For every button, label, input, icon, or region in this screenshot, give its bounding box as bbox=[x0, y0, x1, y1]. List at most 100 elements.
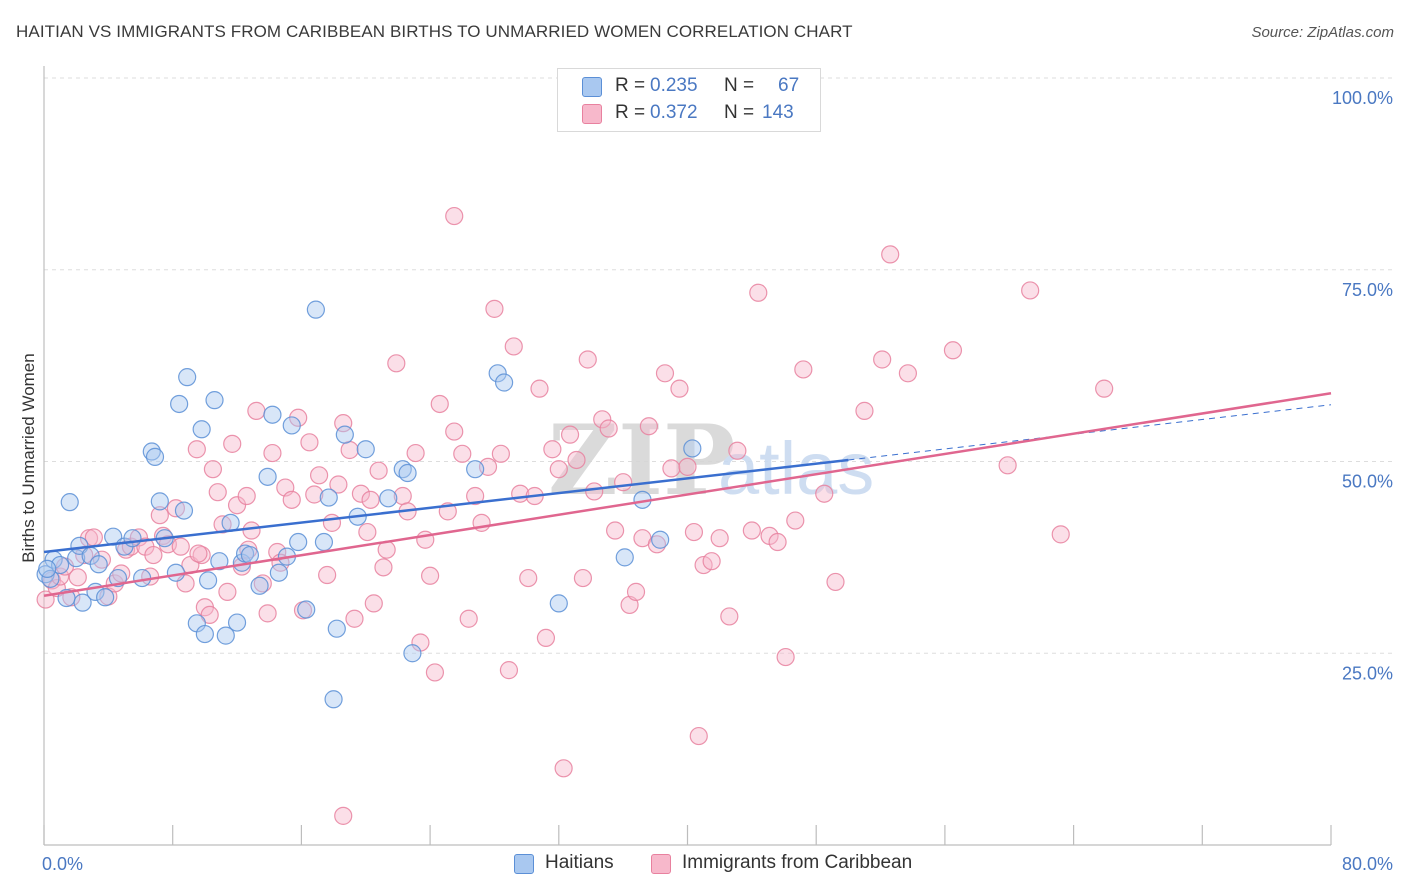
y-tick-label: 25.0% bbox=[1342, 663, 1393, 683]
y-tick-label: 100.0% bbox=[1332, 88, 1393, 108]
caribbean-point bbox=[702, 552, 721, 571]
haitians-point bbox=[297, 600, 316, 619]
haitians-point bbox=[488, 364, 507, 383]
haitians-point bbox=[96, 588, 115, 607]
haitians-point bbox=[205, 391, 224, 410]
caribbean-point bbox=[530, 379, 549, 398]
bottom-legend-label-haitians: Haitians bbox=[545, 852, 614, 873]
caribbean-point bbox=[826, 572, 845, 592]
caribbean-point bbox=[218, 582, 237, 601]
haitians-point bbox=[216, 626, 235, 645]
caribbean-point bbox=[203, 460, 223, 479]
caribbean-point bbox=[144, 545, 163, 565]
caribbean-point bbox=[68, 568, 87, 587]
haitians-point bbox=[263, 405, 282, 424]
caribbean-point bbox=[253, 574, 272, 593]
y-tick-label: 75.0% bbox=[1342, 280, 1393, 300]
haitians-point bbox=[306, 300, 325, 319]
haitians-point bbox=[269, 563, 288, 582]
haitians-point bbox=[89, 555, 108, 574]
haitians-point bbox=[398, 463, 417, 483]
x-tick-label: 0.0% bbox=[42, 854, 83, 874]
caribbean-point bbox=[485, 299, 504, 318]
caribbean-point bbox=[543, 440, 562, 459]
caribbean-point bbox=[786, 511, 805, 530]
caribbean-point bbox=[519, 568, 538, 588]
caribbean-point bbox=[626, 582, 646, 601]
legend-r-value: 0.372 bbox=[650, 102, 698, 123]
y-tick-label: 50.0% bbox=[1342, 472, 1393, 492]
caribbean-point bbox=[358, 522, 377, 542]
caribbean-point bbox=[1021, 281, 1040, 300]
caribbean-point bbox=[263, 443, 282, 463]
haitians-point bbox=[178, 368, 197, 387]
trend-layer bbox=[43, 392, 1332, 597]
legend-r-label: R = bbox=[615, 75, 646, 96]
haitians-point bbox=[495, 373, 514, 392]
caribbean-point bbox=[334, 414, 353, 433]
haitians-point bbox=[145, 447, 165, 466]
caribbean-point bbox=[187, 440, 206, 459]
caribbean-point bbox=[662, 459, 681, 478]
caribbean-point bbox=[943, 341, 963, 360]
haitians-trend-line bbox=[43, 458, 849, 554]
haitians-point bbox=[258, 467, 277, 486]
caribbean-point bbox=[282, 490, 301, 509]
caribbean-point bbox=[340, 440, 359, 460]
legend-swatch-haitians bbox=[582, 77, 602, 97]
bottom-legend-swatch-haitians bbox=[514, 854, 534, 874]
caribbean-point bbox=[466, 486, 485, 506]
caribbean-point bbox=[678, 457, 697, 476]
haitians-point bbox=[549, 594, 568, 613]
legend-n-label: N = bbox=[724, 75, 755, 96]
caribbean-point bbox=[242, 521, 261, 540]
caribbean-point bbox=[815, 484, 834, 503]
caribbean-point bbox=[873, 350, 892, 369]
caribbean-point bbox=[593, 410, 612, 429]
caribbean-point bbox=[536, 628, 556, 648]
legend-r-label: R = bbox=[615, 102, 646, 123]
haitians-point bbox=[150, 492, 169, 511]
caribbean-point bbox=[504, 337, 523, 356]
caribbean-point bbox=[499, 661, 519, 680]
haitians-point bbox=[319, 488, 338, 507]
haitians-point bbox=[240, 545, 260, 565]
caribbean-point bbox=[208, 483, 227, 502]
caribbean-point bbox=[387, 354, 406, 373]
caribbean-point bbox=[776, 647, 795, 667]
haitians-point bbox=[651, 530, 670, 549]
caribbean-point bbox=[881, 245, 900, 264]
haitians-point bbox=[250, 576, 269, 595]
haitians-point bbox=[198, 571, 218, 590]
caribbean-point bbox=[459, 609, 478, 628]
caribbean-point bbox=[1095, 379, 1114, 398]
haitians-point bbox=[170, 394, 189, 414]
haitians-point bbox=[327, 619, 346, 638]
caribbean-point bbox=[794, 360, 813, 379]
caribbean-point bbox=[237, 486, 256, 506]
caribbean-point bbox=[171, 537, 190, 556]
haitians-point bbox=[289, 532, 308, 552]
caribbean-point bbox=[445, 206, 464, 226]
caribbean-point bbox=[578, 350, 597, 369]
caribbean-point bbox=[364, 594, 383, 613]
caribbean-point bbox=[639, 417, 658, 436]
caribbean-point bbox=[351, 484, 371, 503]
caribbean-point bbox=[361, 490, 380, 509]
caribbean-point bbox=[606, 521, 625, 540]
caribbean-point bbox=[247, 401, 266, 420]
haitians-point bbox=[73, 593, 92, 612]
caribbean-point bbox=[684, 522, 704, 542]
caribbean-point bbox=[1051, 525, 1070, 544]
haitians-point bbox=[379, 489, 398, 508]
caribbean-point bbox=[406, 443, 425, 463]
caribbean-point bbox=[573, 568, 593, 588]
haitians-point bbox=[615, 548, 634, 567]
legend-n-label: N = bbox=[724, 102, 755, 123]
legend-n-value: 67 bbox=[778, 75, 800, 96]
caribbean-point bbox=[749, 283, 768, 302]
haitians-point bbox=[314, 532, 334, 552]
caribbean-point bbox=[445, 422, 464, 441]
caribbean-point bbox=[453, 444, 472, 463]
